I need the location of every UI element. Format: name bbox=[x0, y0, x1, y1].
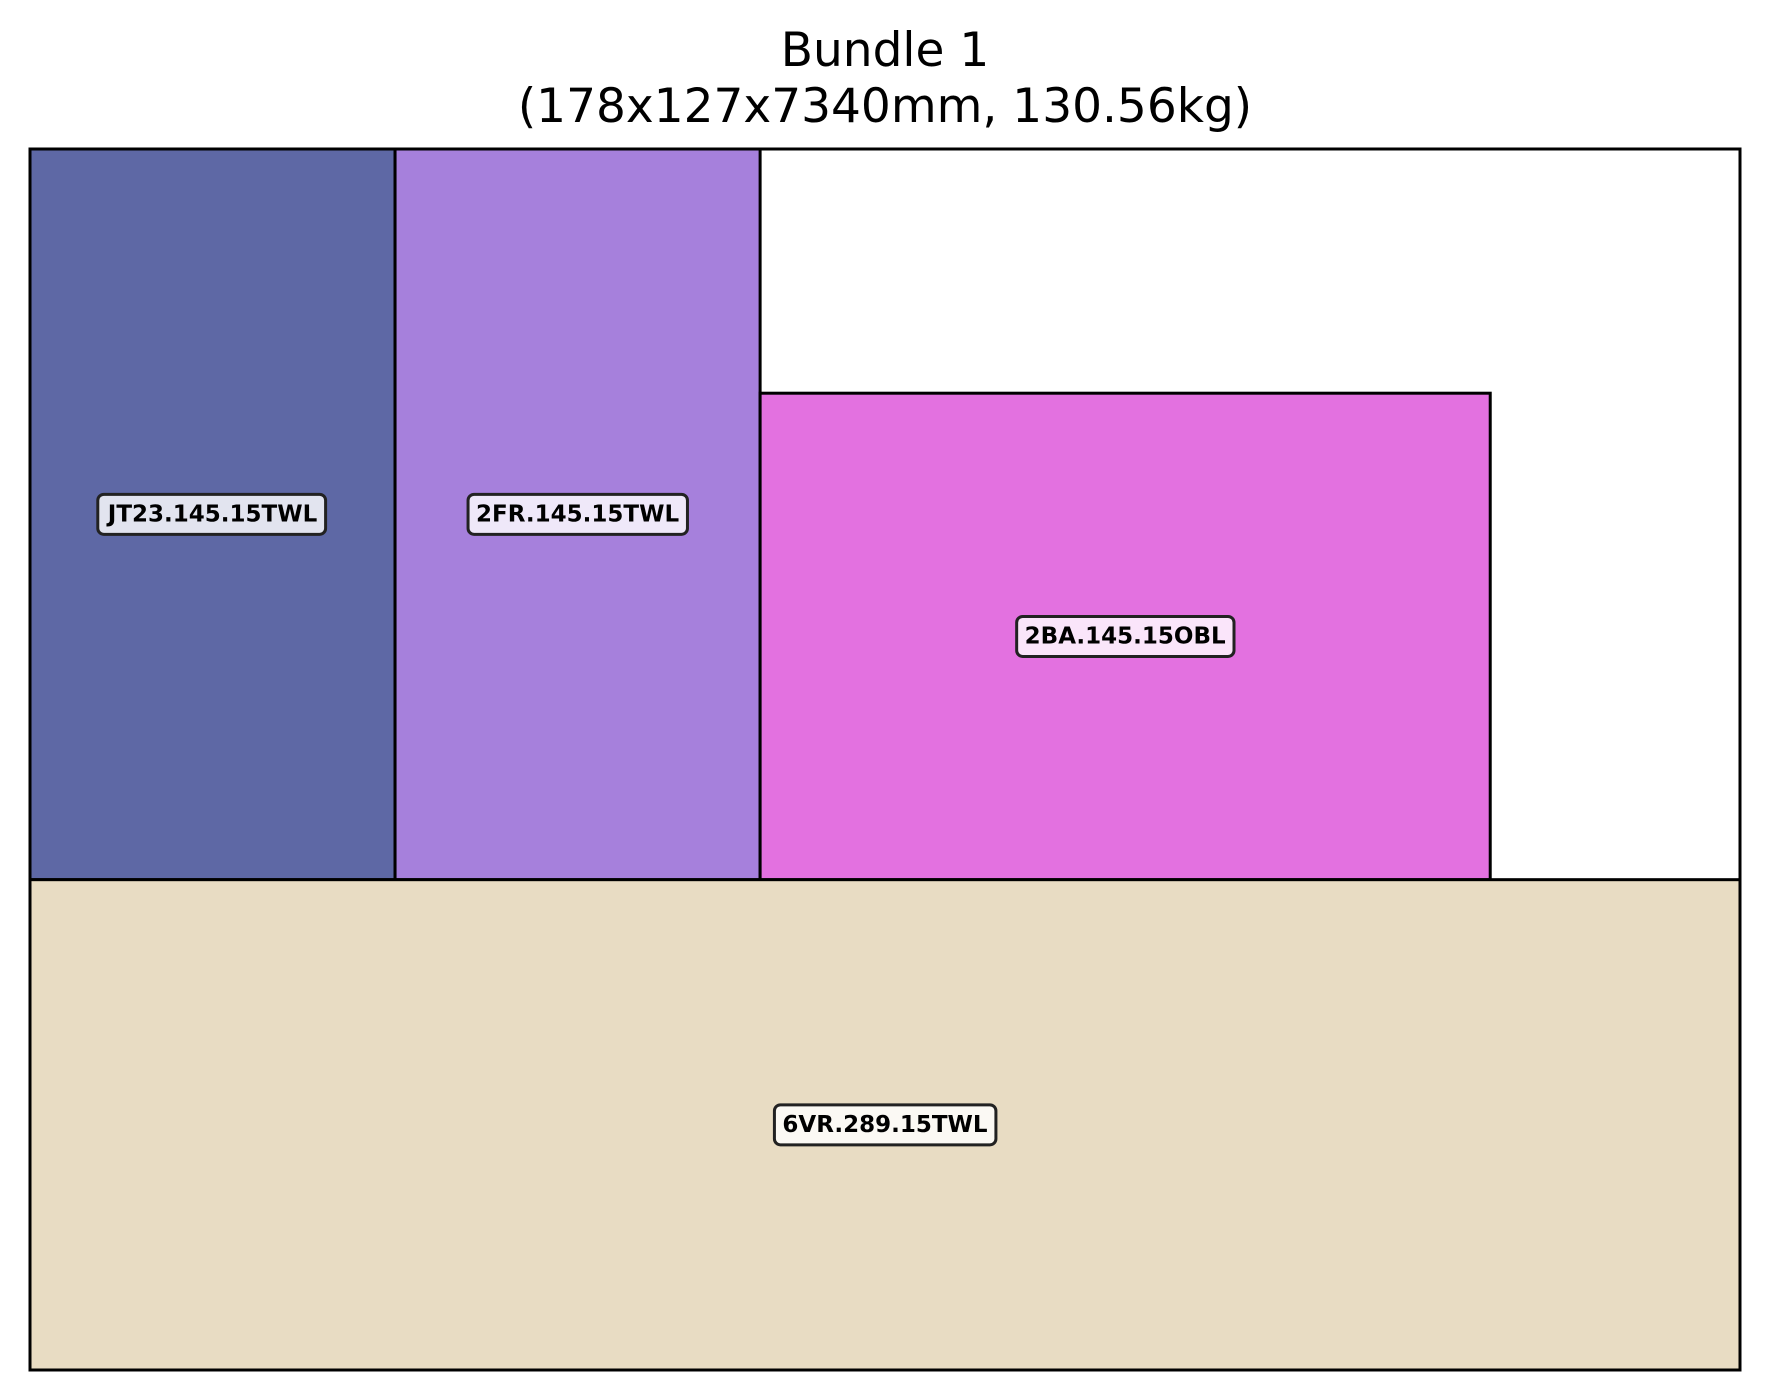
piece-label-group-2: 2BA.145.15OBL bbox=[1017, 616, 1234, 656]
piece-label: 6VR.289.15TWL bbox=[782, 1112, 987, 1138]
piece-label: 2FR.145.15TWL bbox=[476, 501, 679, 527]
piece-label-group-0: JT23.145.15TWL bbox=[98, 494, 326, 534]
piece-label-group-1: 2FR.145.15TWL bbox=[468, 494, 687, 534]
piece-label: JT23.145.15TWL bbox=[106, 501, 318, 527]
piece-label: 2BA.145.15OBL bbox=[1025, 623, 1226, 649]
piece-label-group-3: 6VR.289.15TWL bbox=[774, 1105, 995, 1145]
